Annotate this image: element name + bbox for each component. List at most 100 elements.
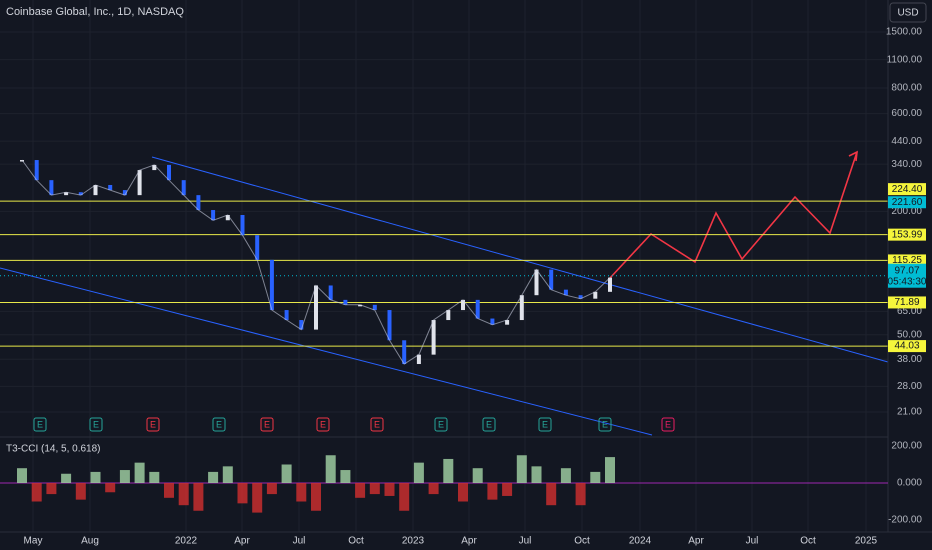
earnings-label[interactable]: E <box>542 419 548 429</box>
earnings-marker[interactable] <box>89 417 103 432</box>
price-tick-label: 340.00 <box>891 159 922 170</box>
current-price-tag <box>888 263 926 288</box>
indicator-title: T3-CCI (14, 5, 0.618) <box>6 444 100 455</box>
earnings-label[interactable]: E <box>216 419 222 429</box>
level-label: 115.25 <box>892 255 922 266</box>
earnings-label[interactable]: E <box>374 419 380 429</box>
candle <box>255 235 260 260</box>
candle <box>534 269 539 296</box>
indicator-bar <box>355 483 366 498</box>
indicator-bar <box>134 462 145 483</box>
time-tick-label: Apr <box>461 536 477 547</box>
indicator-bar <box>193 483 204 511</box>
earnings-marker[interactable] <box>260 417 274 432</box>
time-tick-label: Jul <box>293 536 306 547</box>
candle <box>593 291 598 299</box>
indicator-bar <box>296 483 307 502</box>
indicator-bar <box>222 466 233 483</box>
indicator-bar <box>369 483 380 495</box>
earnings-marker[interactable] <box>370 417 384 432</box>
time-tick-label: May <box>24 536 43 547</box>
candle <box>314 285 318 330</box>
indicator-bar <box>472 468 483 483</box>
candle <box>108 184 113 191</box>
earnings-marker[interactable] <box>538 417 552 432</box>
price-tick-label: 38.00 <box>897 354 922 365</box>
earnings-marker[interactable] <box>316 417 330 432</box>
price-tick-label: 28.00 <box>897 381 922 392</box>
indicator-bar <box>487 483 498 500</box>
projection-path <box>609 151 858 279</box>
indicator-bar <box>178 483 189 506</box>
candle <box>461 299 465 311</box>
candle <box>372 304 377 311</box>
candle <box>578 295 583 299</box>
earnings-marker[interactable] <box>146 417 160 432</box>
time-tick-label: 2022 <box>175 536 198 547</box>
indicator-bar <box>458 483 468 502</box>
candle <box>328 285 333 300</box>
candle <box>299 320 304 330</box>
candle <box>475 299 480 319</box>
indicator-tick-label: -200.00 <box>888 515 922 526</box>
indicator-bar <box>31 483 42 502</box>
time-tick-label: Oct <box>348 536 364 547</box>
candle <box>549 269 554 290</box>
indicator-tick-label: 0.000 <box>897 478 922 489</box>
price-tick-label: 50.00 <box>897 329 922 340</box>
indicator-bar <box>605 457 615 483</box>
indicator-bar <box>119 470 130 483</box>
indicator-bar <box>17 468 27 483</box>
candle <box>93 184 98 196</box>
indicator-bar <box>428 483 439 495</box>
earnings-label[interactable]: E <box>264 419 270 429</box>
earnings-label[interactable]: E <box>93 419 99 429</box>
price-tick-label: 1500.00 <box>886 27 923 38</box>
candle <box>269 259 274 311</box>
candle <box>196 195 201 211</box>
currency-label[interactable]: USD <box>897 8 918 19</box>
time-tick-label: Apr <box>688 536 704 547</box>
indicator-bar <box>502 483 513 496</box>
earnings-marker[interactable] <box>212 417 226 432</box>
indicator-bar <box>311 483 321 511</box>
price-tick-label: 600.00 <box>891 108 922 119</box>
earnings-label[interactable]: E <box>665 419 671 429</box>
level-label: 44.03 <box>894 341 919 352</box>
earnings-marker[interactable] <box>661 417 675 432</box>
indicator-bar <box>546 483 557 506</box>
earnings-label[interactable]: E <box>438 419 444 429</box>
indicator-tick-label: 200.00 <box>891 441 922 452</box>
time-tick-label: Jul <box>519 536 532 547</box>
earnings-marker[interactable] <box>33 417 47 432</box>
time-tick-label: 2025 <box>855 536 878 547</box>
earnings-label[interactable]: E <box>150 419 156 429</box>
candle <box>64 192 69 196</box>
indicator-bar <box>575 483 586 506</box>
indicator-bar <box>164 483 174 498</box>
indicator-bar <box>61 473 72 483</box>
indicator-bar <box>281 464 292 483</box>
earnings-label[interactable]: E <box>486 419 492 429</box>
candle <box>431 320 436 355</box>
earnings-label[interactable]: E <box>602 419 608 429</box>
price-tick-label: 440.00 <box>891 136 922 147</box>
earnings-marker[interactable] <box>434 417 448 432</box>
price-tick-label: 200.00 <box>891 206 922 217</box>
price-tick-label: 800.00 <box>891 83 922 94</box>
earnings-label[interactable]: E <box>320 419 326 429</box>
indicator-bar <box>443 458 454 483</box>
level-label: 71.89 <box>894 297 919 308</box>
earnings-label[interactable]: E <box>37 419 43 429</box>
earnings-marker[interactable] <box>482 417 496 432</box>
price-tick-label: 21.00 <box>897 407 922 418</box>
candle <box>78 192 83 196</box>
currency-button[interactable] <box>889 2 927 23</box>
indicator-bar <box>531 466 542 483</box>
candle <box>563 289 568 296</box>
projection-arrow <box>848 150 858 162</box>
earnings-marker[interactable] <box>598 417 612 432</box>
indicator-bar <box>384 483 395 496</box>
